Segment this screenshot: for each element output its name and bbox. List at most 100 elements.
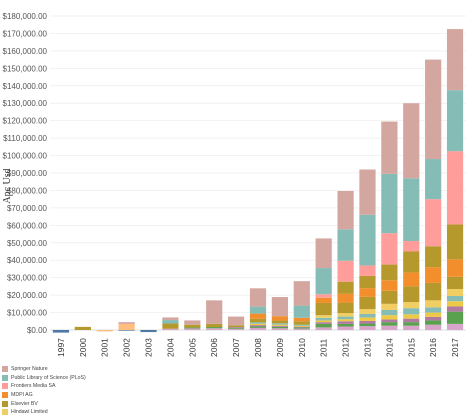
bar-segment-2014[interactable] <box>381 280 398 291</box>
legend-item[interactable]: Elsevier BV <box>2 399 202 408</box>
bar-segment-2015[interactable] <box>403 302 420 309</box>
bar-segment-2015[interactable] <box>403 314 420 319</box>
bar-segment-2008[interactable] <box>249 313 267 319</box>
bar-segment-2012[interactable] <box>337 316 354 320</box>
bar-segment-2014[interactable] <box>381 315 398 320</box>
bar-segment-2011[interactable] <box>315 315 332 318</box>
legend-item[interactable]: Hindawi Limited <box>2 408 202 417</box>
bar-segment-2014[interactable] <box>381 233 398 265</box>
bar-segment-2011[interactable] <box>315 297 332 303</box>
bar-segment-2011[interactable] <box>315 317 332 321</box>
bar-segment-2011[interactable] <box>315 268 332 295</box>
bar-segment-2015[interactable] <box>403 251 420 273</box>
bar-segment-2011[interactable] <box>315 323 332 328</box>
bar-segment-2010[interactable] <box>293 324 310 326</box>
bar-segment-2004[interactable] <box>162 317 179 321</box>
bar-segment-2016[interactable] <box>425 307 442 313</box>
bar-segment-2017[interactable] <box>446 276 464 289</box>
bar-segment-2012[interactable] <box>337 281 354 294</box>
bar-segment-2010[interactable] <box>293 305 310 318</box>
bar-segment-2010[interactable] <box>293 281 310 306</box>
bar-segment-2017[interactable] <box>446 151 464 225</box>
bar-segment-2010[interactable] <box>293 317 310 322</box>
bar-segment-2000[interactable] <box>74 326 91 330</box>
bar-segment-1997[interactable] <box>52 330 70 333</box>
bar-segment-2008[interactable] <box>249 323 267 326</box>
bar-segment-2014[interactable] <box>381 173 398 234</box>
bar-segment-2017[interactable] <box>446 306 464 312</box>
bar-segment-2016[interactable] <box>425 59 442 160</box>
bar-segment-2013[interactable] <box>359 320 376 324</box>
bar-segment-2015[interactable] <box>403 325 420 330</box>
bar-segment-2008[interactable] <box>249 318 267 323</box>
bar-segment-2006[interactable] <box>206 328 223 330</box>
bar-segment-2013[interactable] <box>359 288 376 297</box>
legend-item[interactable]: Springer Nature <box>2 365 202 374</box>
bar-segment-2014[interactable] <box>381 322 398 326</box>
bar-segment-2012[interactable] <box>337 321 354 324</box>
bar-segment-2005[interactable] <box>184 328 201 330</box>
bar-segment-2013[interactable] <box>359 323 376 327</box>
bar-segment-2012[interactable] <box>337 302 354 314</box>
bar-segment-2006[interactable] <box>206 323 223 328</box>
bar-segment-2006[interactable] <box>206 327 223 329</box>
bar-segment-2003[interactable] <box>140 330 157 333</box>
bar-segment-2010[interactable] <box>293 326 310 328</box>
bar-segment-2014[interactable] <box>381 309 398 316</box>
bar-segment-2016[interactable] <box>425 300 442 308</box>
bar-segment-2015[interactable] <box>403 322 420 326</box>
bar-segment-2008[interactable] <box>249 322 267 324</box>
bar-segment-2016[interactable] <box>425 324 442 330</box>
bar-segment-2015[interactable] <box>403 286 420 303</box>
bar-segment-2014[interactable] <box>381 303 398 310</box>
bar-segment-2004[interactable] <box>162 328 179 330</box>
bar-segment-2014[interactable] <box>381 319 398 323</box>
bar-segment-2012[interactable] <box>337 326 354 330</box>
bar-segment-2011[interactable] <box>315 238 332 269</box>
bar-segment-2013[interactable] <box>359 313 376 318</box>
bar-segment-2013[interactable] <box>359 296 376 310</box>
bar-segment-2013[interactable] <box>359 317 376 321</box>
bar-segment-2017[interactable] <box>446 259 464 277</box>
bar-segment-2014[interactable] <box>381 264 398 281</box>
bar-segment-2017[interactable] <box>446 295 464 302</box>
bar-segment-2017[interactable] <box>446 29 464 91</box>
bar-segment-2009[interactable] <box>271 297 288 317</box>
bar-segment-2008[interactable] <box>249 306 267 314</box>
legend-item[interactable]: Public Library of Science (PLoS) <box>2 374 202 383</box>
bar-segment-2004[interactable] <box>162 320 179 324</box>
bar-segment-2008[interactable] <box>249 327 267 330</box>
bar-segment-2007[interactable] <box>228 327 245 329</box>
bar-segment-2005[interactable] <box>184 324 201 328</box>
bar-segment-2013[interactable] <box>359 214 376 266</box>
bar-segment-2014[interactable] <box>381 121 398 174</box>
bar-segment-2010[interactable] <box>293 327 310 329</box>
bar-segment-2002[interactable] <box>118 323 135 330</box>
bar-segment-2012[interactable] <box>337 319 354 322</box>
bar-segment-2017[interactable] <box>446 311 464 324</box>
bar-segment-2012[interactable] <box>337 313 354 317</box>
bar-segment-2001[interactable] <box>96 330 113 332</box>
bar-segment-2012[interactable] <box>337 229 354 261</box>
bar-segment-2009[interactable] <box>271 326 288 329</box>
bar-segment-2017[interactable] <box>446 323 464 330</box>
bar-segment-2014[interactable] <box>381 325 398 330</box>
bar-segment-2009[interactable] <box>271 325 288 327</box>
bar-segment-2017[interactable] <box>446 90 464 152</box>
bar-segment-2011[interactable] <box>315 320 332 323</box>
bar-segment-2009[interactable] <box>271 323 288 325</box>
bar-segment-2012[interactable] <box>337 190 354 230</box>
bar-segment-2010[interactable] <box>293 321 310 325</box>
bar-segment-2012[interactable] <box>337 293 354 303</box>
bar-segment-2007[interactable] <box>228 328 245 330</box>
bar-segment-2016[interactable] <box>425 159 442 200</box>
bar-segment-2013[interactable] <box>359 275 376 289</box>
bar-segment-2015[interactable] <box>403 241 420 252</box>
bar-segment-2007[interactable] <box>228 325 245 328</box>
bar-segment-2005[interactable] <box>184 327 201 329</box>
bar-segment-2016[interactable] <box>425 282 442 301</box>
bar-segment-2011[interactable] <box>315 322 332 324</box>
bar-segment-2015[interactable] <box>403 103 420 179</box>
bar-segment-2008[interactable] <box>249 326 267 328</box>
bar-segment-2005[interactable] <box>184 320 201 325</box>
